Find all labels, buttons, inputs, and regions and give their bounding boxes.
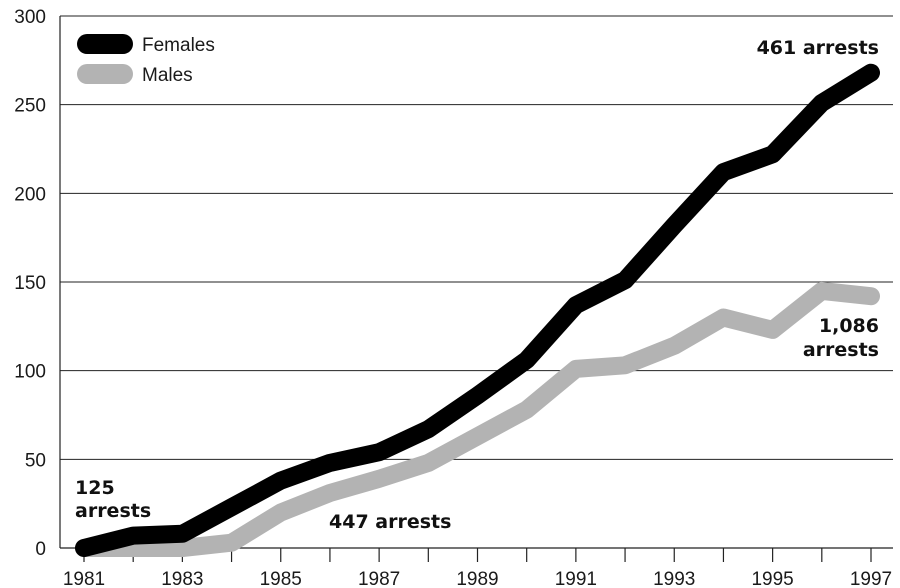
- y-tick-label-100: 100: [14, 362, 46, 383]
- y-tick-label-150: 150: [14, 273, 46, 294]
- legend: Females Males: [77, 34, 215, 86]
- x-tick-label-1989: 1989: [456, 569, 498, 588]
- x-tick-label-1993: 1993: [653, 569, 695, 588]
- series-line-females: [75, 63, 880, 557]
- x-tick-label-1981: 1981: [63, 569, 105, 588]
- y-tick-label-0: 0: [35, 539, 46, 560]
- tick-labels: 0 50 100 150 200 250 300 1981 1983 1985 1987 1989 19…: [14, 7, 892, 588]
- annotation-125-count: 125: [75, 477, 115, 499]
- axes: [59, 16, 893, 562]
- legend-label-males: Males: [142, 65, 193, 86]
- annotation-447-arrests: 447 arrests: [329, 511, 451, 533]
- y-tick-label-200: 200: [14, 184, 46, 205]
- annotation-461-arrests: 461 arrests: [757, 37, 879, 59]
- series-lines: [75, 63, 880, 557]
- x-tick-label-1987: 1987: [358, 569, 400, 588]
- x-tick-label-1991: 1991: [555, 569, 597, 588]
- series-line-males: [75, 281, 880, 557]
- y-tick-label-250: 250: [14, 96, 46, 117]
- x-tick-label-1997: 1997: [850, 569, 892, 588]
- legend-label-females: Females: [142, 35, 215, 56]
- annotations: 461 arrests 1,086 arrests 125 arrests 44…: [75, 37, 879, 533]
- annotation-125-arrests: arrests: [75, 500, 151, 522]
- x-tick-label-1995: 1995: [751, 569, 793, 588]
- x-tick-label-1983: 1983: [161, 569, 203, 588]
- gridlines: [60, 15, 893, 460]
- x-tick-label-1985: 1985: [260, 569, 302, 588]
- annotation-1086-arrests: arrests: [803, 339, 879, 361]
- y-tick-label-300: 300: [14, 7, 46, 28]
- annotation-1086-count: 1,086: [819, 315, 879, 337]
- y-tick-label-50: 50: [25, 450, 46, 471]
